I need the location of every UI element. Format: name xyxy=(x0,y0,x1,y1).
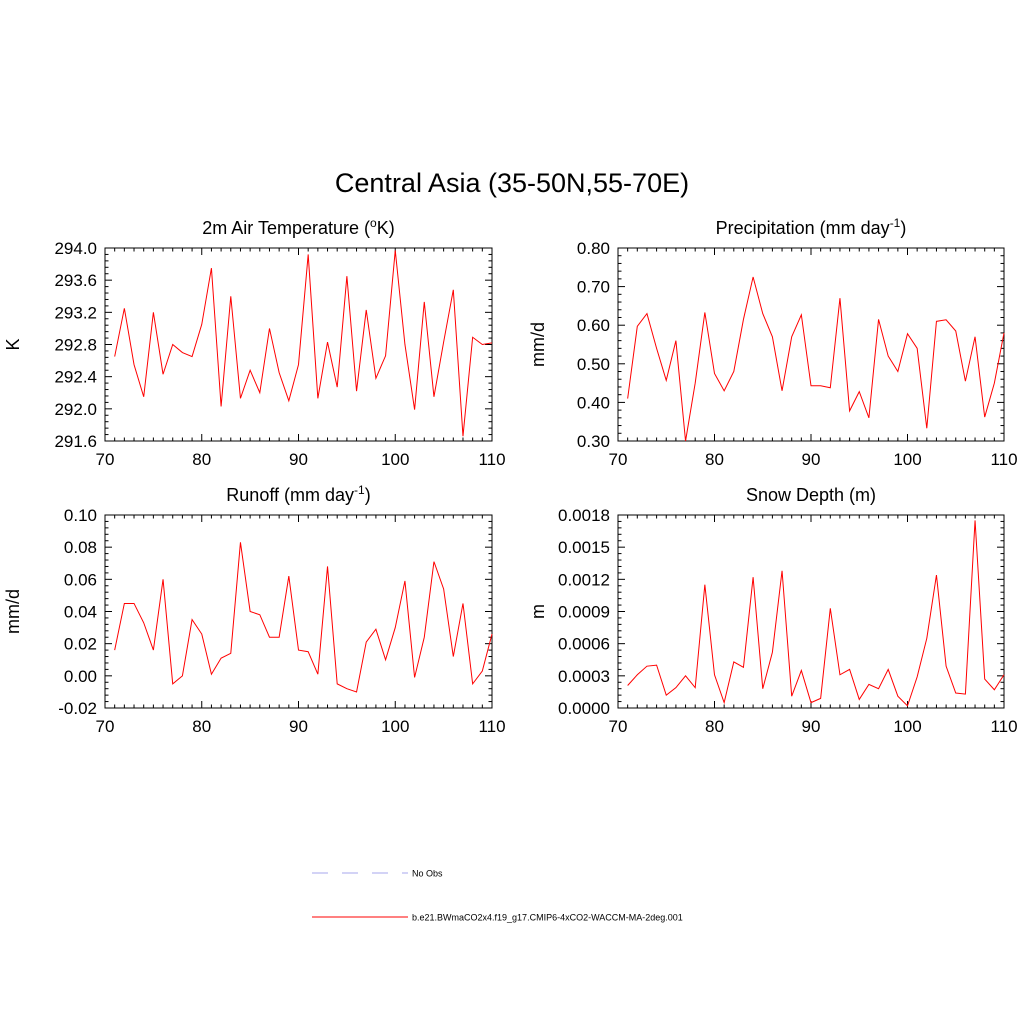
panel-title-tail: ) xyxy=(365,485,371,505)
x-tick-label: 100 xyxy=(893,717,921,736)
panel-title-superscript: o xyxy=(370,216,377,230)
y-tick-label: -0.02 xyxy=(58,699,97,718)
x-tick-label: 100 xyxy=(893,450,921,469)
x-tick-label: 90 xyxy=(289,450,308,469)
x-tick-label: 100 xyxy=(381,717,409,736)
y-tick-label: 0.0015 xyxy=(558,538,610,557)
y-tick-label: 294.0 xyxy=(54,239,97,258)
panel-3: 70 80 90 100 110 -0.02 0.00 0.02 0.04 0.06 0.08 0.1… xyxy=(3,483,506,736)
plot-frame xyxy=(104,514,493,709)
panel-title: Snow Depth (m) xyxy=(746,485,876,505)
y-tick-label: 292.4 xyxy=(54,368,97,387)
y-tick-label: 0.0012 xyxy=(558,570,610,589)
y-tick-label: 0.50 xyxy=(577,355,610,374)
y-tick-label: 0.80 xyxy=(577,239,610,258)
y-tick-label: 291.6 xyxy=(54,432,97,451)
x-tick-label: 110 xyxy=(990,450,1017,469)
x-tick-label: 80 xyxy=(192,717,211,736)
panels: 70 80 90 100 110 291.6 292.0 292.4 292.8 293.2 293… xyxy=(3,216,1018,736)
main-title: Central Asia (35-50N,55-70E) xyxy=(335,168,689,198)
panel-title: Runoff (mm day-1) xyxy=(226,483,370,505)
panel-title-main: Precipitation (mm day xyxy=(716,218,890,238)
y-axis-label: m xyxy=(528,604,548,619)
y-tick-label: 0.60 xyxy=(577,316,610,335)
panel-title-main: 2m Air Temperature ( xyxy=(202,218,370,238)
y-tick-label: 0.0006 xyxy=(558,635,610,654)
legend: No Obs b.e21.BWmaCO2x4.f19_g17.CMIP6-4xCO… xyxy=(312,869,683,923)
series-line xyxy=(627,520,1005,707)
legend-label: No Obs xyxy=(412,869,443,879)
y-tick-label: 293.2 xyxy=(54,303,97,322)
panel-title-superscript: -1 xyxy=(890,216,901,230)
y-tick-label: 0.04 xyxy=(64,603,97,622)
y-tick-label: 292.8 xyxy=(54,336,97,355)
y-tick-label: 0.30 xyxy=(577,432,610,451)
plot-frame xyxy=(104,247,493,442)
x-tick-label: 70 xyxy=(96,717,115,736)
x-tick-label: 70 xyxy=(609,717,628,736)
x-tick-label: 110 xyxy=(478,450,505,469)
series-line xyxy=(627,276,1005,442)
panel-title: Precipitation (mm day-1) xyxy=(716,216,907,238)
y-tick-label: 0.02 xyxy=(64,635,97,654)
panel-title-tail: K) xyxy=(377,218,395,238)
panel-1: 70 80 90 100 110 291.6 292.0 292.4 292.8 293.2 293… xyxy=(3,216,506,469)
panel-title-main: Snow Depth (m) xyxy=(746,485,876,505)
legend-label: b.e21.BWmaCO2x4.f19_g17.CMIP6-4xCO2-WACC… xyxy=(412,913,683,923)
panel-title-main: Runoff (mm day xyxy=(226,485,354,505)
y-tick-label: 293.6 xyxy=(54,271,97,290)
y-tick-label: 0.00 xyxy=(64,667,97,686)
x-tick-label: 90 xyxy=(802,450,821,469)
panel-title: 2m Air Temperature (oK) xyxy=(202,216,394,238)
y-axis-label: mm/d xyxy=(528,322,548,367)
y-tick-label: 0.0009 xyxy=(558,603,610,622)
panel-title-superscript: -1 xyxy=(354,483,365,497)
y-tick-label: 0.06 xyxy=(64,570,97,589)
y-tick-label: 0.08 xyxy=(64,538,97,557)
x-tick-label: 110 xyxy=(990,717,1017,736)
x-tick-label: 80 xyxy=(705,450,724,469)
panel-2: 70 80 90 100 110 0.30 0.40 0.50 0.60 0.70 0.80 mm/d… xyxy=(528,216,1018,469)
y-axis-label: mm/d xyxy=(3,589,23,634)
x-tick-label: 70 xyxy=(96,450,115,469)
y-tick-label: 0.0000 xyxy=(558,699,610,718)
x-tick-label: 90 xyxy=(289,717,308,736)
y-tick-label: 0.0003 xyxy=(558,667,610,686)
plot-frame xyxy=(617,514,1005,709)
series-line xyxy=(114,542,493,693)
y-tick-label: 0.10 xyxy=(64,506,97,525)
x-tick-label: 80 xyxy=(192,450,211,469)
panel-4: 70 80 90 100 110 0.0000 0.0003 0.0006 0.0009 0.00… xyxy=(528,485,1018,736)
y-tick-label: 0.40 xyxy=(577,393,610,412)
x-tick-label: 90 xyxy=(802,717,821,736)
x-tick-label: 110 xyxy=(478,717,505,736)
panel-title-tail: ) xyxy=(900,218,906,238)
y-tick-label: 0.70 xyxy=(577,278,610,297)
x-tick-label: 80 xyxy=(705,717,724,736)
x-tick-label: 70 xyxy=(609,450,628,469)
y-tick-label: 292.0 xyxy=(54,400,97,419)
y-tick-label: 0.0018 xyxy=(558,506,610,525)
y-axis-label: K xyxy=(3,338,23,350)
x-tick-label: 100 xyxy=(381,450,409,469)
series-line xyxy=(114,250,493,437)
